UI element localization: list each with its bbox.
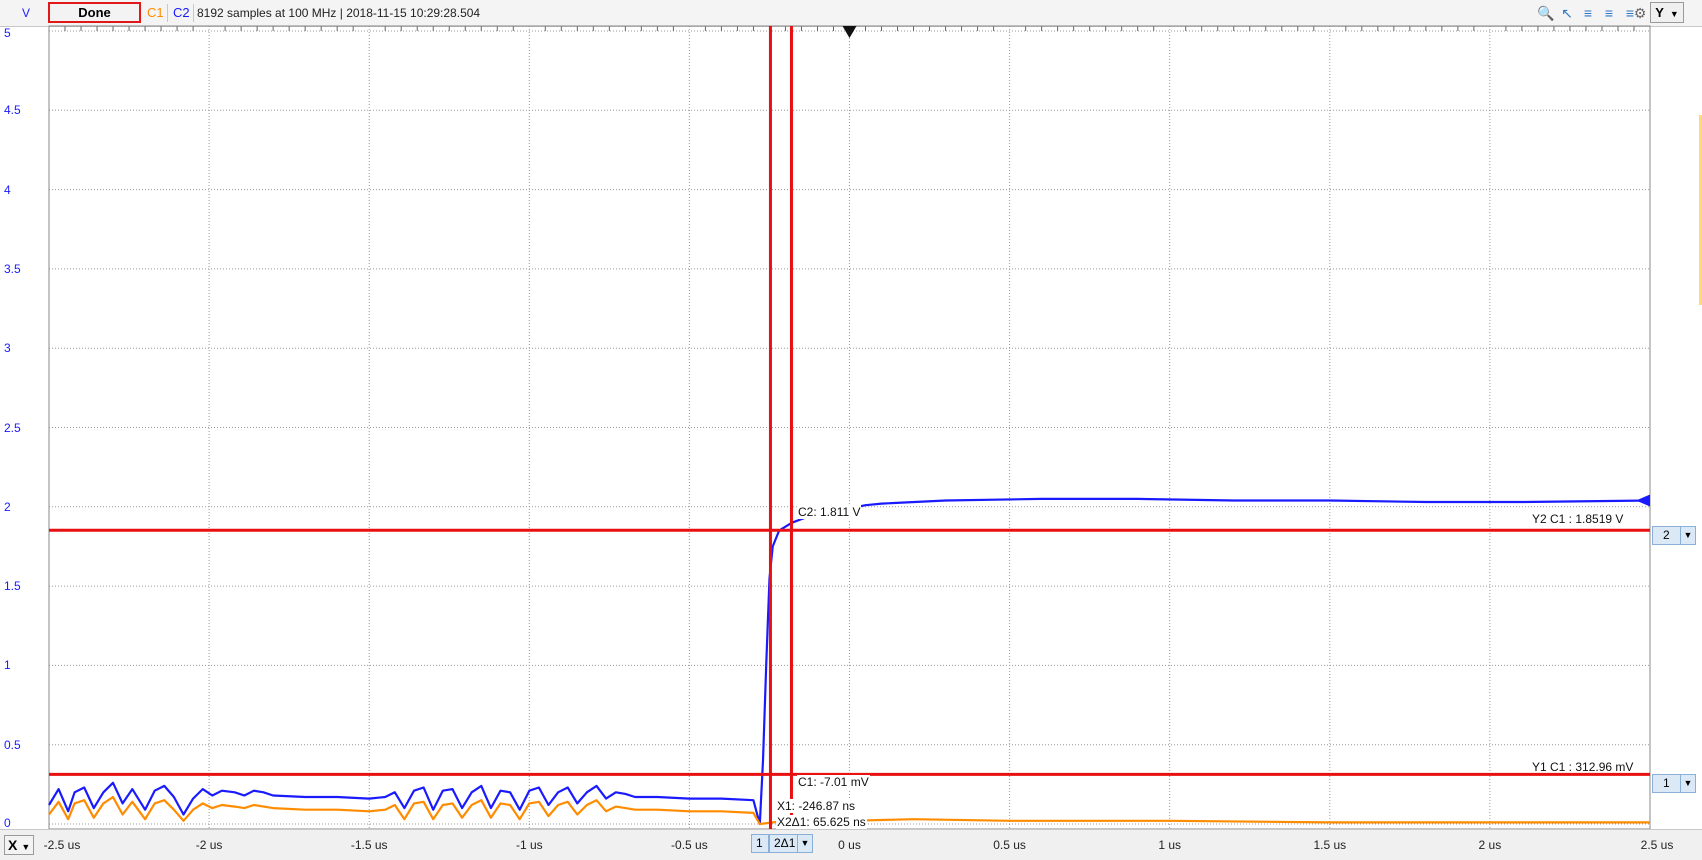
x-tick-label: -2.5 us [43,838,81,852]
y-tick-label: 2 [4,499,11,514]
y-tick-label: 2.5 [4,420,21,435]
fit-icon[interactable]: ≡ [1625,5,1635,21]
x2-delta-readout: X2Δ1: 65.625 ns [776,815,867,829]
x-tick-label: -1 us [515,838,543,852]
chevron-down-icon: ▼ [21,842,31,852]
c1-cursor-readout: C1: -7.01 mV [797,775,870,789]
plot-grid [48,26,1651,829]
x1-cursor-readout: X1: -246.87 ns [776,799,857,813]
done-button[interactable]: Done [48,2,141,23]
x-tick-label: -1.5 us [350,838,388,852]
bottom-axis-bar: X ▼ [0,829,1702,860]
x-tick-label: -0.5 us [671,838,708,852]
chevron-down-icon: ▼ [797,835,812,852]
y-tick-label: 3.5 [4,261,21,276]
y-tick-label: 1.5 [4,579,21,594]
y-tick-label: 0 [4,816,11,830]
x-tick-label: 0.5 us [993,838,1026,852]
y2-cursor-label: Y2 C1 : 1.8519 V [1532,512,1624,526]
y-axis-button-label: Y [1655,5,1664,20]
measure-alt-icon[interactable]: ≡ [1604,5,1614,21]
y-tick-label: 4 [4,182,11,197]
x-axis-button[interactable]: X ▼ [4,835,34,855]
y-tick-label: 4.5 [4,103,21,118]
measure-icon[interactable]: ≡ [1583,5,1593,21]
channel1-button[interactable]: C1 [144,4,168,22]
x-tick-label: 2.5 us [1640,838,1674,852]
trace-c2 [48,497,1651,826]
y1-cursor-selector[interactable]: 1 ▼ [1652,774,1696,793]
x1-cursor-selector[interactable]: 1 [751,834,769,853]
c2-cursor-readout: C2: 1.811 V [797,505,862,519]
x-tick-label: -2 us [195,838,223,852]
channel2-button[interactable]: C2 [170,4,194,22]
x-axis-button-label: X [8,837,18,853]
cursor-arrow-icon[interactable]: ↖ [1561,5,1573,21]
y-tick-label: 3 [4,341,11,356]
trigger-marker-icon [842,26,857,38]
c2-level-marker-icon [1636,494,1650,507]
x-tick-label: 1 us [1158,838,1182,852]
chevron-down-icon: ▼ [1680,527,1695,544]
x-tick-label: 1.5 us [1313,838,1347,852]
y-axis-button[interactable]: Y ▼ [1650,2,1684,23]
y-tick-label: 1 [4,658,11,673]
zoom-icon[interactable]: 🔍 [1537,5,1555,21]
acquisition-status: 8192 samples at 100 MHz | 2018-11-15 10:… [197,6,481,20]
y2-selector-label: 2 [1663,528,1670,542]
y-tick-label: 0.5 [4,737,21,752]
traces [48,497,1651,826]
cursors[interactable] [49,26,1650,829]
y1-selector-label: 1 [1663,776,1670,790]
trace-c1 [48,795,1650,826]
x2-selector-label: 2Δ1 [774,836,796,850]
x1-selector-label: 1 [756,836,763,850]
y-unit-label: V [22,6,31,20]
top-toolbar: V Done C1 C2 8192 samples at 100 MHz | 2… [0,0,1702,27]
y2-cursor-selector[interactable]: 2 ▼ [1652,526,1696,545]
gear-icon[interactable]: ⚙ [1633,5,1647,21]
y1-cursor-label: Y1 C1 : 312.96 mV [1532,760,1634,774]
y-tick-label: 5 [4,26,11,40]
x2-cursor-selector[interactable]: 2Δ1 ▼ [769,834,813,853]
x-tick-label: 0 us [838,838,861,852]
x-tick-label: 2 us [1478,838,1502,852]
chevron-down-icon: ▼ [1669,9,1679,19]
vertical-scrollbar[interactable] [1699,115,1702,305]
chevron-down-icon: ▼ [1680,775,1695,792]
